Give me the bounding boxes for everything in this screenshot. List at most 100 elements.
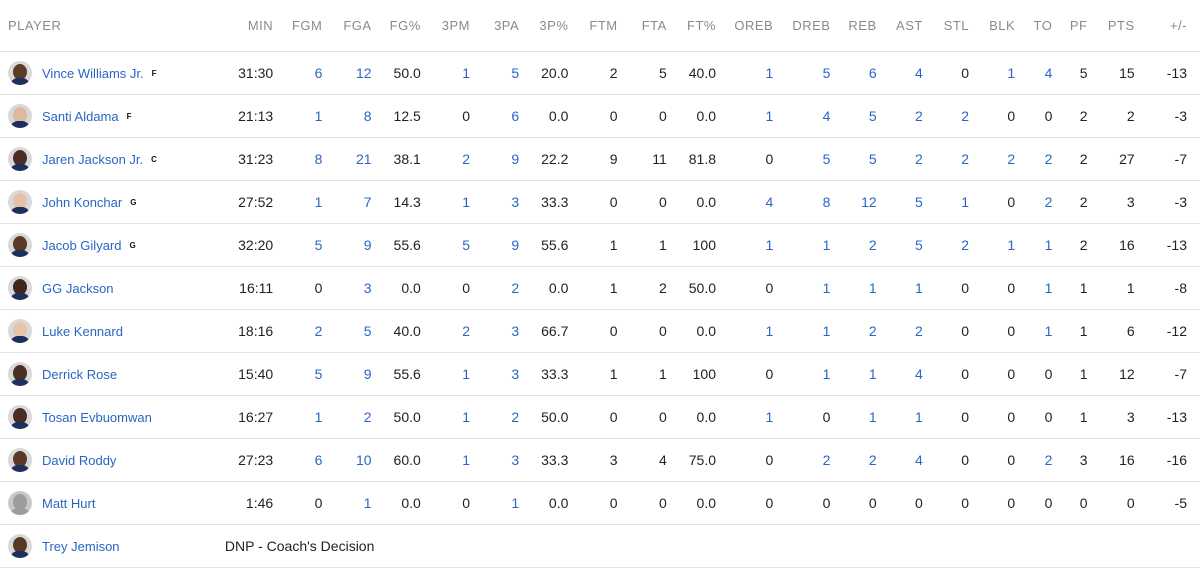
stat-link-3pa[interactable]: 2 xyxy=(482,266,533,310)
stat-link-oreb[interactable]: 1 xyxy=(729,395,787,439)
stat-link-fga[interactable]: 5 xyxy=(335,309,385,353)
player-name-link[interactable]: Vince Williams Jr. xyxy=(42,65,144,81)
column-header-reb[interactable]: REB xyxy=(843,0,890,52)
stat-link-stl[interactable]: 1 xyxy=(935,180,983,224)
stat-link-3pm[interactable]: 1 xyxy=(433,395,483,439)
stat-link-ast[interactable]: 2 xyxy=(889,309,936,353)
stat-link-3pm[interactable]: 1 xyxy=(433,352,483,396)
stat-link-dreb[interactable]: 2 xyxy=(786,438,844,482)
column-header-3p-pct[interactable]: 3P% xyxy=(532,0,582,52)
stat-link-3pm[interactable]: 1 xyxy=(433,180,483,224)
player-name-link[interactable]: David Roddy xyxy=(42,452,117,468)
stat-link-oreb[interactable]: 1 xyxy=(729,51,787,95)
stat-link-blk[interactable]: 2 xyxy=(982,137,1029,181)
column-header-fg-pct[interactable]: FG% xyxy=(384,0,434,52)
stat-link-dreb[interactable]: 1 xyxy=(786,309,844,353)
stat-link-3pm[interactable]: 1 xyxy=(433,438,483,482)
stat-link-3pa[interactable]: 2 xyxy=(482,395,533,439)
stat-link-dreb[interactable]: 1 xyxy=(786,352,844,396)
column-header-ast[interactable]: AST xyxy=(889,0,936,52)
player-name-link[interactable]: GG Jackson xyxy=(42,280,114,296)
stat-link-fga[interactable]: 21 xyxy=(335,137,385,181)
stat-link-stl[interactable]: 2 xyxy=(935,94,983,138)
player-name-link[interactable]: Matt Hurt xyxy=(42,495,96,511)
column-header-ft-pct[interactable]: FT% xyxy=(679,0,729,52)
stat-link-fgm[interactable]: 5 xyxy=(286,223,336,267)
stat-link-ast[interactable]: 4 xyxy=(889,352,936,396)
stat-link-fgm[interactable]: 1 xyxy=(286,94,336,138)
player-name-link[interactable]: Jacob Gilyard xyxy=(42,237,122,253)
column-header-stl[interactable]: STL xyxy=(935,0,983,52)
stat-link-3pa[interactable]: 5 xyxy=(482,51,533,95)
column-header-3pa[interactable]: 3PA xyxy=(482,0,533,52)
stat-link-3pa[interactable]: 3 xyxy=(482,309,533,353)
stat-link-fga[interactable]: 9 xyxy=(335,223,385,267)
stat-link-fgm[interactable]: 1 xyxy=(286,180,336,224)
column-header-to[interactable]: TO xyxy=(1028,0,1066,52)
stat-link-ast[interactable]: 1 xyxy=(889,266,936,310)
stat-link-to[interactable]: 2 xyxy=(1028,438,1066,482)
player-name-link[interactable]: Derrick Rose xyxy=(42,366,118,382)
column-header-ftm[interactable]: FTM xyxy=(581,0,631,52)
stat-link-fga[interactable]: 10 xyxy=(335,438,385,482)
stat-link-reb[interactable]: 1 xyxy=(843,266,890,310)
player-name-link[interactable]: Jaren Jackson Jr. xyxy=(42,151,144,167)
player-name-link[interactable]: Luke Kennard xyxy=(42,323,123,339)
column-header-3pm[interactable]: 3PM xyxy=(433,0,483,52)
stat-link-3pa[interactable]: 9 xyxy=(482,223,533,267)
column-header-dreb[interactable]: DREB xyxy=(786,0,844,52)
stat-link-blk[interactable]: 1 xyxy=(982,223,1029,267)
stat-link-3pa[interactable]: 3 xyxy=(482,180,533,224)
stat-link-3pm[interactable]: 2 xyxy=(433,309,483,353)
stat-link-to[interactable]: 4 xyxy=(1028,51,1066,95)
stat-link-oreb[interactable]: 1 xyxy=(729,223,787,267)
stat-link-reb[interactable]: 1 xyxy=(843,395,890,439)
stat-link-3pa[interactable]: 1 xyxy=(482,481,533,525)
stat-link-fga[interactable]: 3 xyxy=(335,266,385,310)
stat-link-dreb[interactable]: 4 xyxy=(786,94,844,138)
stat-link-reb[interactable]: 6 xyxy=(843,51,890,95)
stat-link-ast[interactable]: 5 xyxy=(889,180,936,224)
stat-link-reb[interactable]: 2 xyxy=(843,223,890,267)
column-header-fga[interactable]: FGA xyxy=(335,0,385,52)
stat-link-fgm[interactable]: 1 xyxy=(286,395,336,439)
stat-link-ast[interactable]: 2 xyxy=(889,137,936,181)
stat-link-stl[interactable]: 2 xyxy=(935,137,983,181)
player-name-link[interactable]: John Konchar xyxy=(42,194,123,210)
stat-link-reb[interactable]: 1 xyxy=(843,352,890,396)
column-header-pf[interactable]: PF xyxy=(1065,0,1101,52)
column-header-fta[interactable]: FTA xyxy=(630,0,680,52)
stat-link-fga[interactable]: 12 xyxy=(335,51,385,95)
stat-link-fga[interactable]: 8 xyxy=(335,94,385,138)
stat-link-dreb[interactable]: 1 xyxy=(786,223,844,267)
stat-link-fgm[interactable]: 5 xyxy=(286,352,336,396)
stat-link-dreb[interactable]: 1 xyxy=(786,266,844,310)
stat-link-3pa[interactable]: 3 xyxy=(482,352,533,396)
stat-link-reb[interactable]: 2 xyxy=(843,438,890,482)
stat-link-reb[interactable]: 5 xyxy=(843,94,890,138)
column-header-blk[interactable]: BLK xyxy=(982,0,1029,52)
stat-link-reb[interactable]: 12 xyxy=(843,180,890,224)
stat-link-oreb[interactable]: 4 xyxy=(729,180,787,224)
stat-link-fgm[interactable]: 6 xyxy=(286,438,336,482)
stat-link-dreb[interactable]: 8 xyxy=(786,180,844,224)
column-header-fgm[interactable]: FGM xyxy=(286,0,336,52)
stat-link-fgm[interactable]: 8 xyxy=(286,137,336,181)
stat-link-blk[interactable]: 1 xyxy=(982,51,1029,95)
stat-link-3pm[interactable]: 2 xyxy=(433,137,483,181)
stat-link-fga[interactable]: 7 xyxy=(335,180,385,224)
stat-link-3pa[interactable]: 9 xyxy=(482,137,533,181)
stat-link-3pm[interactable]: 5 xyxy=(433,223,483,267)
stat-link-3pa[interactable]: 6 xyxy=(482,94,533,138)
column-header-plus-minus[interactable]: +/- xyxy=(1147,0,1200,52)
stat-link-ast[interactable]: 5 xyxy=(889,223,936,267)
stat-link-to[interactable]: 1 xyxy=(1028,309,1066,353)
stat-link-3pm[interactable]: 1 xyxy=(433,51,483,95)
stat-link-ast[interactable]: 1 xyxy=(889,395,936,439)
stat-link-3pa[interactable]: 3 xyxy=(482,438,533,482)
stat-link-dreb[interactable]: 5 xyxy=(786,137,844,181)
stat-link-to[interactable]: 1 xyxy=(1028,223,1066,267)
stat-link-ast[interactable]: 4 xyxy=(889,438,936,482)
stat-link-reb[interactable]: 5 xyxy=(843,137,890,181)
player-name-link[interactable]: Santi Aldama xyxy=(42,108,119,124)
